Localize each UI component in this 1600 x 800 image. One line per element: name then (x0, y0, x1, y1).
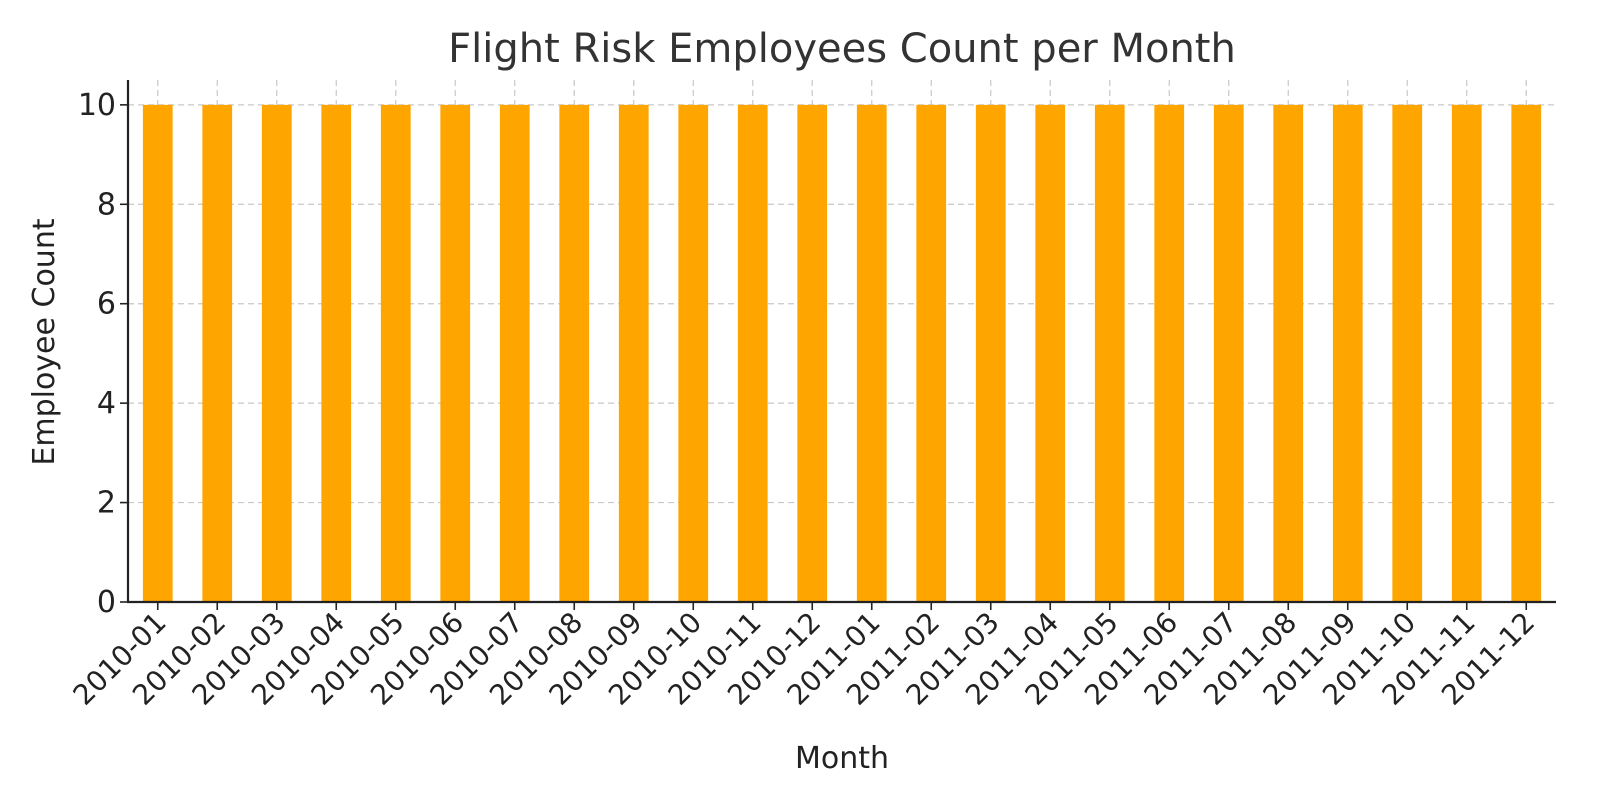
bar-2010-10 (678, 104, 709, 602)
y-tick-label: 0 (97, 585, 116, 620)
bar-2011-09 (1332, 104, 1363, 602)
y-tick-label: 8 (97, 187, 116, 222)
bar-2011-12 (1511, 104, 1542, 602)
bar-2010-03 (261, 104, 292, 602)
y-tick-label: 4 (97, 386, 116, 421)
bar-2011-08 (1273, 104, 1304, 602)
y-tick-label: 2 (97, 486, 116, 521)
bar-2011-01 (856, 104, 887, 602)
axes (126, 80, 1556, 604)
x-axis-ticks: 2010-012010-022010-032010-042010-052010-… (67, 602, 1541, 712)
bar-2010-01 (142, 104, 173, 602)
bar-2010-08 (559, 104, 590, 602)
bar-2010-09 (618, 104, 649, 602)
y-axis-label: Employee Count (27, 218, 62, 465)
bar-2011-05 (1094, 104, 1125, 602)
bar-2010-11 (737, 104, 768, 602)
y-tick-label: 6 (97, 287, 116, 322)
y-tick-label: 10 (78, 88, 116, 123)
bars (142, 104, 1542, 602)
y-axis-ticks: 0 2 4 6 8 10 (78, 88, 128, 620)
x-axis-label: Month (795, 741, 889, 776)
bar-2010-06 (440, 104, 471, 602)
bar-2010-07 (499, 104, 530, 602)
bar-2011-03 (975, 104, 1006, 602)
bar-2011-02 (916, 104, 947, 602)
bar-2011-11 (1451, 104, 1482, 602)
bar-2011-10 (1392, 104, 1423, 602)
bar-2010-12 (797, 104, 828, 602)
bar-2011-07 (1213, 104, 1244, 602)
bar-2011-04 (1035, 104, 1066, 602)
bar-2010-05 (380, 104, 411, 602)
bar-2011-06 (1154, 104, 1185, 602)
chart-title: Flight Risk Employees Count per Month (448, 26, 1236, 72)
bar-2010-04 (321, 104, 352, 602)
bar-2010-02 (202, 104, 233, 602)
